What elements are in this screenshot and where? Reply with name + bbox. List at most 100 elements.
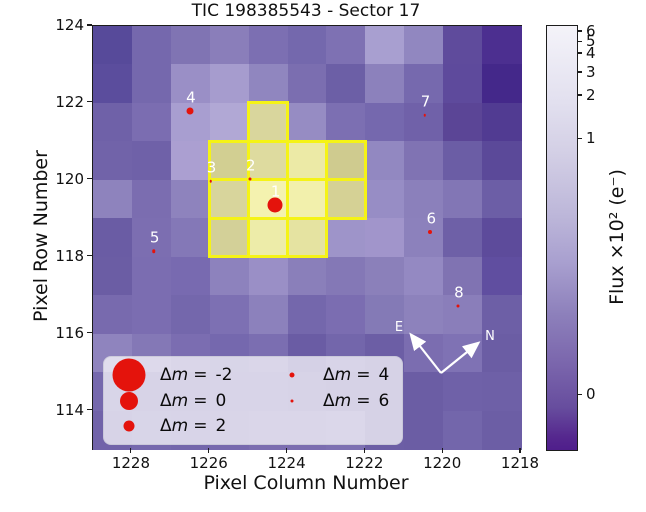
flux-pixel: [443, 372, 483, 412]
flux-pixel: [404, 410, 444, 450]
colorbar-tick-mark: [577, 94, 582, 96]
colorbar-tick-mark: [577, 30, 582, 32]
flux-pixel: [131, 102, 172, 142]
flux-pixel: [170, 218, 211, 258]
flux-pixel: [326, 141, 366, 181]
y-tick-label: 118: [55, 246, 84, 265]
aperture-pixel: [286, 216, 328, 259]
flux-pixel: [287, 102, 328, 142]
star-dot: [186, 107, 194, 115]
flux-pixel: [404, 218, 444, 258]
aperture-pixel: [247, 101, 290, 143]
flux-pixel: [482, 218, 522, 258]
star-label: 8: [454, 283, 464, 302]
colorbar-tick-mark: [577, 71, 582, 73]
colorbar-tick-mark: [577, 393, 582, 395]
flux-pixel: [209, 218, 250, 258]
flux-pixel: [287, 179, 328, 219]
y-tick-label: 120: [55, 169, 84, 188]
flux-pixel: [326, 295, 366, 335]
flux-pixel: [131, 26, 172, 66]
chart-title: TIC 198385543 - Sector 17: [191, 1, 421, 21]
flux-pixel: [443, 295, 483, 335]
y-tick-mark: [87, 101, 92, 103]
flux-pixel: [326, 218, 366, 258]
flux-pixel: [443, 218, 483, 258]
flux-pixel: [287, 256, 328, 296]
flux-pixel: [365, 141, 405, 181]
y-tick-mark: [87, 24, 92, 26]
x-tick-label: 1220: [423, 454, 462, 472]
flux-pixel: [287, 218, 328, 258]
legend-dot: [123, 420, 135, 432]
flux-pixel: [365, 256, 405, 296]
x-tick-mark: [519, 448, 521, 453]
aperture-pixel: [324, 139, 367, 182]
flux-pixel: [170, 179, 211, 219]
x-tick-mark: [441, 448, 443, 453]
flux-pixel: [209, 64, 250, 104]
flux-pixel: [482, 256, 522, 296]
aperture-pixel: [247, 178, 290, 220]
flux-pixel: [404, 102, 444, 142]
flux-pixel: [248, 141, 289, 181]
y-axis-label: Pixel Row Number: [30, 150, 52, 322]
star-dot: [209, 180, 212, 183]
y-tick-label: 116: [55, 323, 84, 342]
flux-pixel: [170, 64, 211, 104]
flux-pixel: [365, 102, 405, 142]
flux-pixel: [443, 102, 483, 142]
aperture-pixel: [208, 178, 251, 220]
flux-pixel: [404, 179, 444, 219]
star-label: 3: [206, 158, 217, 177]
colorbar-tick-label: 1: [586, 129, 596, 148]
flux-pixel: [287, 295, 328, 335]
flux-pixel: [93, 179, 133, 219]
aperture-pixel: [286, 139, 328, 182]
flux-pixel: [326, 102, 366, 142]
flux-pixel: [404, 141, 444, 181]
colorbar-tick-label: 3: [586, 63, 596, 82]
flux-pixel: [209, 102, 250, 142]
star-label: 4: [186, 88, 196, 107]
flux-pixel: [209, 26, 250, 66]
flux-pixel: [365, 26, 405, 66]
x-tick-mark: [208, 448, 210, 453]
colorbar-tick-mark: [577, 40, 582, 42]
flux-pixel: [404, 26, 444, 66]
flux-pixel: [326, 179, 366, 219]
colorbar-tick-label: 5: [586, 32, 596, 51]
x-tick-label: 1228: [111, 454, 150, 472]
flux-pixel: [170, 256, 211, 296]
colorbar-tick-mark: [577, 137, 582, 139]
flux-pixel: [482, 26, 522, 66]
flux-pixel: [404, 295, 444, 335]
legend-dot: [112, 358, 146, 392]
flux-pixel: [93, 102, 133, 142]
star-label: 7: [420, 92, 431, 111]
aperture-pixel: [208, 216, 251, 259]
flux-pixel: [404, 256, 444, 296]
flux-pixel: [131, 295, 172, 335]
star-dot: [267, 197, 283, 213]
flux-pixel: [365, 295, 405, 335]
legend-dot: [290, 399, 294, 402]
star-label: 6: [426, 209, 437, 228]
flux-pixel: [482, 64, 522, 104]
legend-label: Δm = 2: [160, 416, 227, 436]
star-dot: [248, 177, 252, 181]
flux-pixel: [287, 64, 328, 104]
flux-pixel: [482, 372, 522, 412]
flux-pixel: [209, 295, 250, 335]
aperture-pixel: [286, 178, 328, 220]
flux-pixel: [93, 295, 133, 335]
flux-pixel: [365, 179, 405, 219]
flux-pixel: [287, 141, 328, 181]
y-tick-mark: [87, 255, 92, 257]
aperture-pixel: [324, 178, 367, 220]
legend-dot: [120, 391, 138, 410]
aperture-pixel: [247, 216, 290, 259]
flux-pixel: [443, 141, 483, 181]
y-tick-label: 122: [55, 92, 84, 111]
